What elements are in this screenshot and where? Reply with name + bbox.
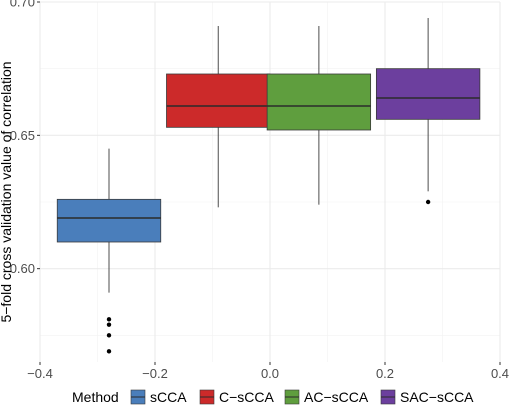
legend-label-1: C−sCCA	[219, 389, 275, 405]
x-tick-label: −0.4	[27, 366, 53, 381]
x-tick-label: 0.2	[376, 366, 394, 381]
outlier-point	[106, 333, 112, 338]
outlier-point	[425, 199, 431, 205]
outlier-point	[106, 349, 112, 354]
outlier-point	[106, 317, 112, 322]
box-1	[166, 73, 271, 128]
y-tick-label: 0.65	[10, 128, 35, 143]
x-tick-label: 0.4	[491, 366, 509, 381]
box-0	[56, 198, 162, 243]
legend-title: Method	[72, 389, 119, 405]
y-tick-label: 0.60	[10, 261, 35, 276]
y-tick-label: 0.70	[10, 0, 35, 10]
box-3	[375, 68, 481, 120]
legend-label-3: SAC−sCCA	[400, 389, 474, 405]
legend-label-0: sCCA	[150, 389, 187, 405]
legend: Method sCCA C−sCCA AC−sCCA SAC−sCCA	[72, 389, 474, 405]
box-2	[266, 73, 372, 131]
axes: −0.4 −0.2 0.0 0.2 0.4 0.60 0.65 0.70	[10, 0, 509, 381]
x-tick-label: −0.2	[142, 366, 168, 381]
y-axis-title: 5−fold cross validation value of correla…	[0, 61, 14, 322]
x-tick-label: 0.0	[261, 366, 279, 381]
boxes	[56, 18, 481, 354]
outlier-point	[106, 322, 112, 327]
legend-label-2: AC−sCCA	[304, 389, 369, 405]
